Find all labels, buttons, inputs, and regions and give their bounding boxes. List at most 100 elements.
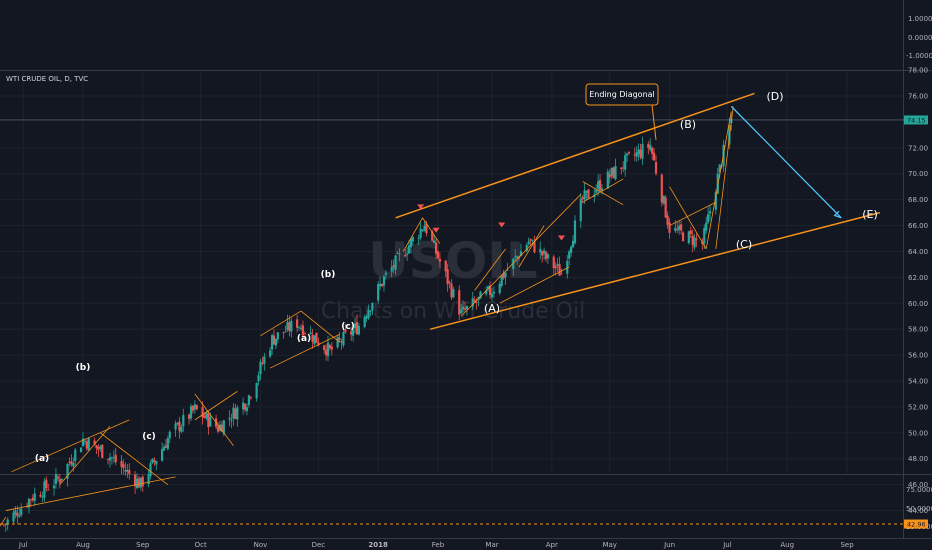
candle-body	[72, 462, 75, 467]
candle-body	[612, 167, 615, 178]
candle-body	[14, 510, 17, 515]
candle-body	[543, 250, 546, 254]
candle-body	[41, 496, 44, 498]
candle-body	[274, 338, 278, 346]
down-arrow-icon	[417, 204, 425, 210]
candle-body	[45, 479, 48, 489]
price-axis-label: 78.00	[908, 67, 928, 75]
minor-trendline	[0, 516, 7, 527]
candle-body	[463, 308, 467, 310]
candle-body	[544, 251, 548, 259]
candle-body	[687, 231, 690, 244]
candle-body	[624, 155, 627, 170]
candle-body	[597, 181, 600, 189]
candle-body	[160, 449, 164, 461]
wave-label-b: (b)	[321, 270, 336, 280]
price-axis-label: 70.00	[908, 170, 928, 178]
candle-body	[95, 445, 98, 449]
candle-body	[365, 316, 368, 319]
time-axis-label: Nov	[254, 541, 268, 549]
candle-body	[328, 345, 332, 349]
candle-body	[6, 519, 9, 525]
time-axis-label: Mar	[485, 541, 498, 549]
candle-body	[31, 497, 34, 501]
candle-body	[12, 512, 15, 522]
candle-body	[487, 286, 490, 289]
candle-body	[234, 408, 237, 419]
time-axis-label: Jul	[722, 541, 732, 549]
candle-body	[270, 335, 274, 350]
candle-body	[614, 165, 617, 180]
candle-body	[276, 332, 279, 340]
candle-body	[504, 272, 507, 278]
candle-body	[284, 331, 287, 333]
wave-label-c: (c)	[142, 432, 156, 442]
candle-body	[269, 350, 272, 357]
ending-diagonal-callout[interactable]: Ending Diagonal	[585, 83, 659, 141]
candle-body	[336, 337, 339, 348]
candle-body	[649, 145, 652, 150]
candle-body	[693, 237, 696, 248]
candle-body	[479, 291, 482, 299]
wave-label-a: (a)	[297, 334, 311, 344]
candle-body	[330, 346, 333, 350]
candle-body	[595, 190, 598, 193]
candle-body	[691, 235, 694, 245]
candle-body	[379, 283, 382, 286]
candle-body	[676, 229, 679, 230]
candle-body	[681, 232, 685, 242]
candle-body	[425, 223, 428, 234]
candle-body	[114, 454, 117, 463]
bottom-axis-label: 75.0000	[906, 486, 932, 494]
candle-body	[519, 251, 523, 257]
candle-body	[74, 449, 77, 461]
wave-label-a: (a)	[35, 454, 49, 464]
price-axis[interactable]: 78.00 76.00 72.00 70.00 68.00 66.00 64.00 62.00…	[908, 67, 928, 515]
candle-body	[324, 349, 328, 356]
minor-trendline	[715, 106, 734, 249]
candle-body	[122, 464, 125, 468]
candle-body	[622, 167, 625, 169]
candle-body	[232, 407, 235, 419]
candle-body	[573, 220, 577, 244]
price-axis-label: 46.00	[908, 481, 928, 489]
current-price-tag-bg	[904, 115, 928, 125]
down-arrow-icon	[557, 235, 565, 241]
candle-body	[168, 431, 171, 439]
candle-body	[421, 230, 424, 231]
candle-body	[529, 239, 532, 241]
candle-body	[93, 440, 96, 445]
bottom-axis-label: 50.0000	[906, 505, 932, 513]
minor-trendline	[269, 334, 340, 369]
minor-trendline	[5, 476, 176, 511]
candle-body	[126, 469, 129, 472]
candle-body	[303, 333, 306, 334]
minor-trendline	[194, 393, 234, 447]
candle-body	[674, 227, 677, 232]
candle-body	[384, 272, 387, 275]
candle-body	[662, 195, 665, 204]
current-price-tag: 74.15	[904, 115, 928, 125]
candle-body	[527, 241, 530, 245]
candle-body	[353, 323, 357, 329]
candle-body	[85, 441, 88, 449]
candle-body	[570, 246, 573, 253]
candle-body	[288, 322, 291, 331]
candle-body	[272, 335, 276, 345]
price-axis-label: 62.00	[908, 274, 928, 282]
minor-trendline	[582, 178, 624, 203]
candle-body	[176, 422, 179, 424]
candle-body	[637, 149, 640, 155]
candle-body	[498, 284, 501, 294]
time-axis[interactable]: Jul Aug Sep Oct Nov Dec 2018 Feb Mar Apr May Jun Jul…	[18, 541, 854, 549]
price-axis-label: 58.00	[908, 326, 928, 334]
candle-body	[556, 264, 559, 267]
price-axis-label: 76.00	[908, 93, 928, 101]
time-axis-label: Sep	[840, 541, 854, 549]
candle-body	[355, 322, 359, 335]
candle-body	[137, 478, 141, 488]
candle-body	[259, 361, 262, 375]
candle-body	[245, 407, 249, 412]
